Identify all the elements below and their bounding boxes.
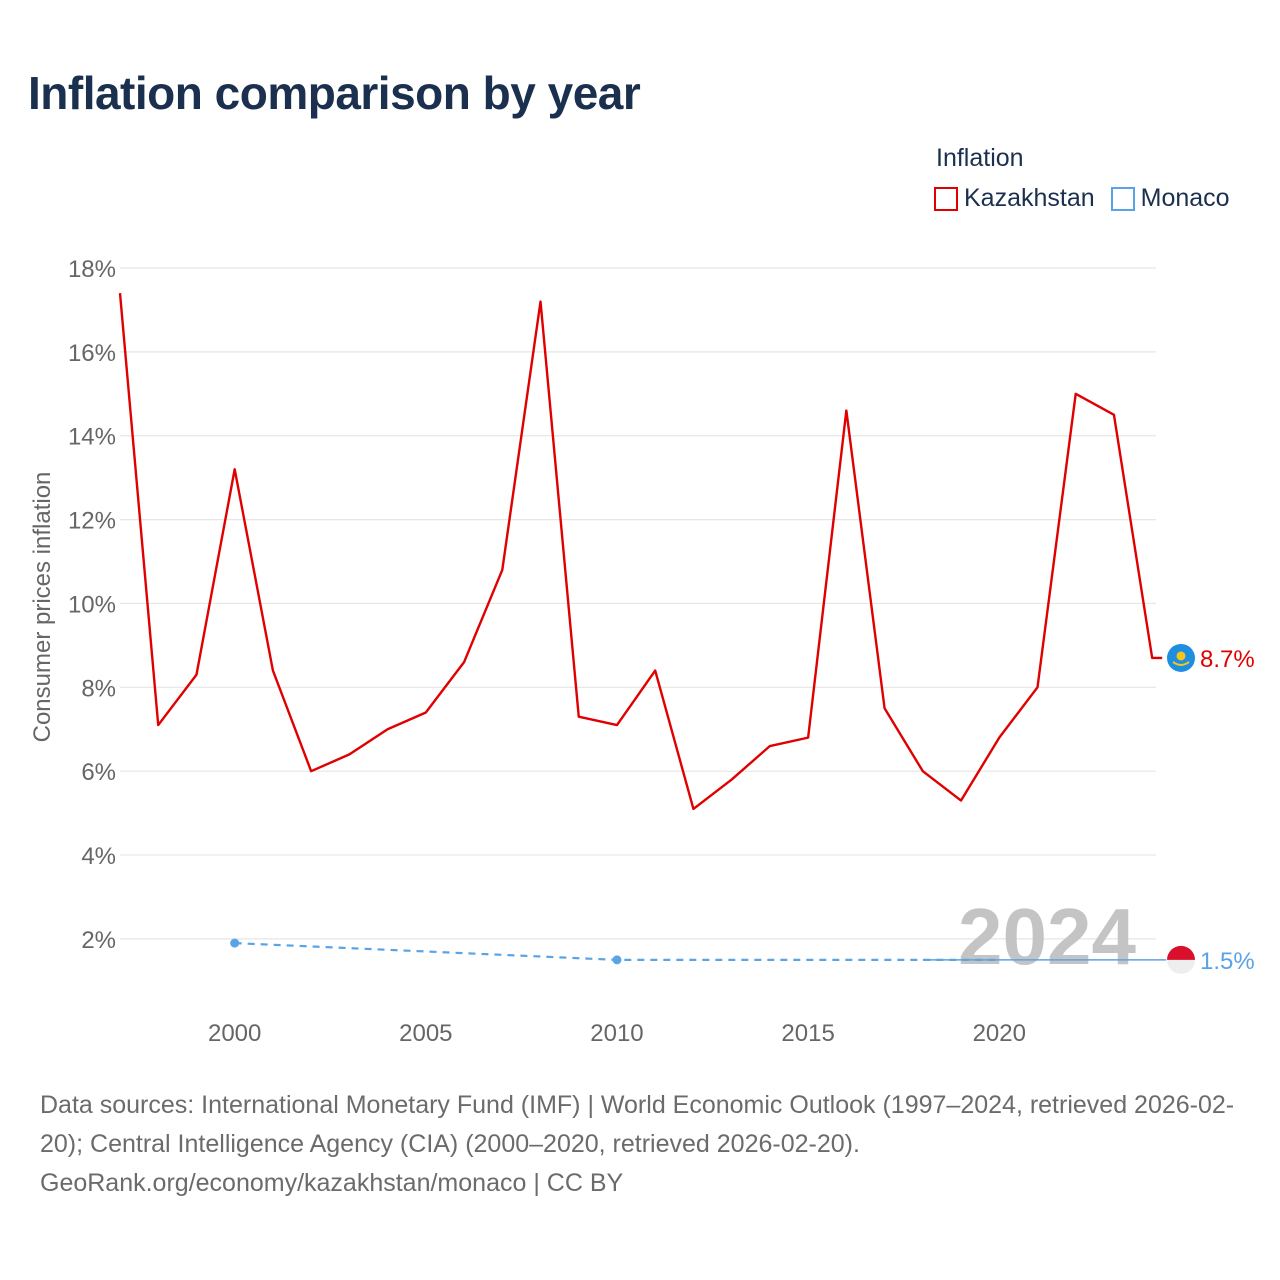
watermark-year: 2024 bbox=[958, 892, 1136, 981]
y-tick-label: 10% bbox=[68, 591, 116, 618]
y-tick-label: 18% bbox=[68, 256, 116, 283]
x-tick-label: 2000 bbox=[208, 1020, 261, 1047]
sources-link[interactable]: GeoRank.org/economy/kazakhstan/monaco | … bbox=[40, 1169, 624, 1197]
series-line-kazakhstan bbox=[118, 293, 1163, 811]
y-tick-label: 12% bbox=[68, 508, 116, 535]
end-label-monaco: 1.5% bbox=[1200, 948, 1255, 975]
x-tick-label: 2015 bbox=[781, 1020, 834, 1047]
legend-label-kazakhstan: Kazakhstan bbox=[964, 184, 1095, 212]
legend-swatch-monaco bbox=[1110, 186, 1135, 211]
legend-item-monaco[interactable]: Monaco bbox=[1110, 184, 1230, 213]
y-tick-label: 6% bbox=[81, 759, 116, 786]
y-tick-label: 16% bbox=[68, 340, 116, 367]
legend-swatch-kazakhstan bbox=[934, 186, 958, 211]
x-tick-label: 2010 bbox=[590, 1020, 643, 1047]
y-tick-label: 4% bbox=[81, 843, 116, 870]
data-point-monaco bbox=[612, 955, 622, 965]
line-chart: 2% 4% 6% 8% 10% 12% 14% 16% 18% 2000 2005 2010 2015 2… bbox=[29, 256, 1255, 1047]
flag-red-half bbox=[1167, 945, 1195, 960]
data-sources: Data sources: International Monetary Fun… bbox=[40, 1086, 1250, 1203]
data-point-monaco bbox=[230, 938, 240, 948]
legend-title: Inflation bbox=[936, 144, 1024, 172]
y-tick-label: 8% bbox=[81, 675, 116, 702]
y-axis-label: Consumer prices inflation bbox=[29, 472, 56, 743]
flag-sun-icon bbox=[1176, 651, 1186, 661]
end-label-kazakhstan: 8.7% bbox=[1200, 646, 1255, 673]
legend-item-kazakhstan[interactable]: Kazakhstan bbox=[934, 184, 1095, 213]
chart-title: Inflation comparison by year bbox=[28, 67, 641, 119]
y-tick-label: 14% bbox=[68, 424, 116, 451]
legend-label-monaco: Monaco bbox=[1140, 184, 1230, 212]
x-tick-label: 2020 bbox=[973, 1020, 1026, 1047]
x-tick-label: 2005 bbox=[399, 1020, 452, 1047]
sources-text: Data sources: International Monetary Fun… bbox=[40, 1091, 1235, 1158]
legend: Kazakhstan Monaco bbox=[934, 184, 1246, 213]
flag-eagle-icon bbox=[1172, 661, 1190, 666]
y-tick-label: 2% bbox=[81, 927, 116, 954]
